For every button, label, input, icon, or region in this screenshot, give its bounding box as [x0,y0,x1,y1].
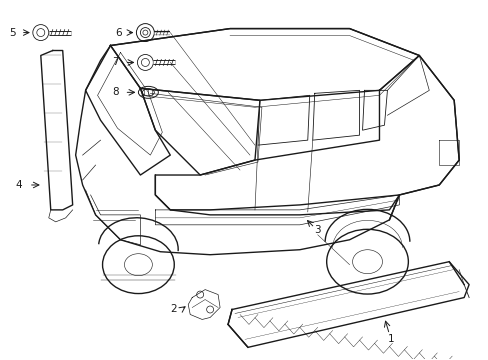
Text: 5: 5 [10,28,16,37]
Text: 1: 1 [387,334,394,345]
Text: 7: 7 [112,58,119,67]
Text: 4: 4 [16,180,22,190]
Text: 8: 8 [112,87,119,97]
Text: 3: 3 [314,225,321,235]
Text: 2: 2 [170,305,176,315]
Text: 6: 6 [115,28,122,37]
